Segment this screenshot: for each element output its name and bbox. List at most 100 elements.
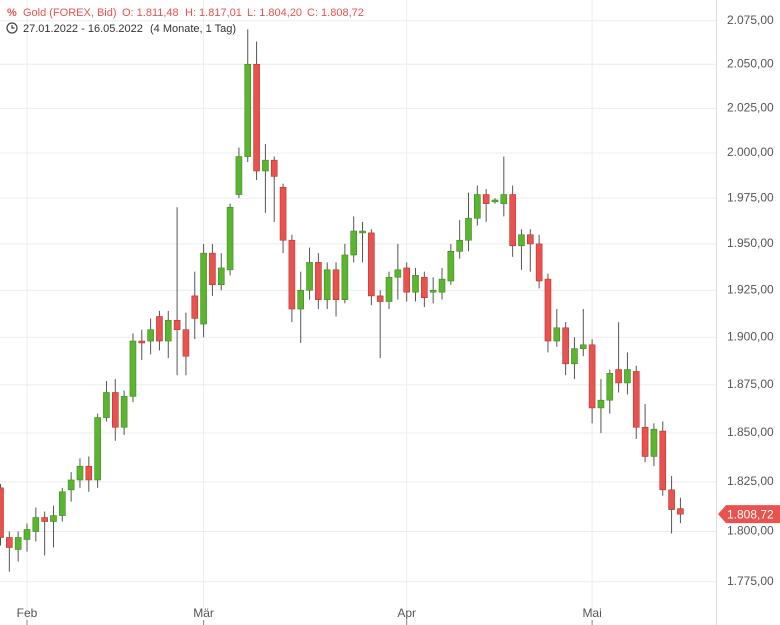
last-price-label: 1.808,72 [727, 507, 774, 521]
candle-body [553, 327, 561, 342]
candle-body [182, 329, 190, 357]
candle-body [41, 517, 48, 522]
y-tick-label: 1.900,00 [727, 329, 774, 343]
candle-body [677, 508, 684, 515]
clock-icon [6, 22, 18, 34]
x-tick-label: Mai [582, 606, 601, 620]
candle-body [526, 234, 534, 245]
candle-body [156, 316, 163, 342]
candle-body [668, 489, 675, 510]
y-tick-label: 1.850,00 [727, 425, 774, 439]
candle-body [624, 369, 631, 384]
candle-body [164, 319, 172, 342]
candle-body [76, 465, 84, 481]
candle-body [588, 344, 596, 409]
candle-body [288, 239, 296, 310]
candle-body [191, 295, 199, 319]
candle-body [482, 194, 490, 204]
clock-hands [11, 25, 15, 29]
grid [0, 0, 716, 625]
x-tick-label: Apr [397, 606, 416, 620]
candle-body [129, 340, 137, 397]
x-tick-label: Mär [193, 606, 214, 620]
candle-body [270, 159, 278, 177]
header: % Gold (FOREX, Bid) O: 1.811,48 H: 1.817… [6, 7, 364, 35]
candle-body [315, 262, 322, 300]
high-value: H: 1.817,01 [185, 7, 242, 19]
candle-body [32, 517, 40, 532]
y-tick-label: 1.975,00 [727, 190, 774, 204]
candle-body [253, 63, 260, 172]
candle-body [323, 269, 331, 300]
period: (4 Monate, 1 Tag) [150, 23, 236, 35]
y-tick-label: 1.825,00 [727, 474, 774, 488]
candle-body [111, 392, 119, 428]
y-tick-label: 2.025,00 [727, 101, 774, 115]
candle-body [0, 487, 4, 538]
y-tick-label: 2.000,00 [727, 145, 774, 159]
candle-body [103, 392, 110, 418]
candle-body [262, 159, 269, 172]
candle-body [297, 289, 305, 310]
candle-body [606, 373, 614, 401]
candles [0, 29, 684, 572]
candle-body [394, 269, 402, 278]
candle-body [659, 430, 667, 491]
candle-body [615, 369, 622, 384]
low-value: L: 1.804,20 [247, 7, 302, 19]
candle-body [385, 276, 393, 302]
candle-body [85, 465, 93, 481]
candle-body [217, 267, 225, 285]
candle-body [67, 479, 75, 491]
candle-body [59, 491, 66, 516]
candle-body [429, 289, 437, 293]
candle-body [244, 63, 252, 157]
candle-body [332, 269, 340, 300]
candle-body [14, 537, 22, 550]
candle-body [94, 417, 101, 481]
candle-body [579, 344, 587, 349]
open-value: O: 1.811,48 [122, 7, 179, 19]
chart-icon: % [7, 7, 17, 19]
close-value: C: 1.808,72 [307, 7, 364, 19]
candle-body [376, 295, 384, 302]
candle-body [209, 252, 216, 285]
axes: 2.075,00 2.050,00 2.025,00 2.000,00 1.975,00… [17, 0, 780, 625]
candle-body [632, 371, 640, 428]
chart-title: Gold (FOREX, Bid) [23, 7, 117, 19]
candle-body [368, 232, 375, 297]
candle-body [438, 278, 446, 293]
candle-body [359, 230, 366, 234]
candle-body [235, 156, 243, 195]
candle-body [509, 194, 516, 247]
candle-body [465, 217, 472, 241]
candle-body [562, 327, 569, 365]
candle-body [341, 254, 349, 300]
candle-body [474, 194, 481, 219]
candle-body [403, 267, 410, 293]
candle-body [544, 278, 552, 342]
candle-body [421, 276, 428, 299]
candle-body [306, 262, 313, 291]
date-range: 27.01.2022 - 16.05.2022 [23, 23, 143, 35]
candle-body [535, 243, 543, 282]
candle-body [226, 206, 234, 271]
candle-body [518, 234, 525, 247]
candle-body [6, 537, 13, 548]
y-tick-label: 1.800,00 [727, 524, 774, 538]
candle-body [641, 426, 649, 457]
candle-body [597, 399, 605, 409]
y-tick-label: 1.875,00 [727, 377, 774, 391]
candle-body [23, 529, 31, 540]
candle-body [350, 230, 358, 256]
candle-body [491, 199, 499, 203]
y-tick-label: 1.950,00 [727, 236, 774, 250]
candle-body [50, 515, 57, 522]
candle-body [200, 252, 207, 325]
candle-body [173, 319, 181, 330]
candle-body [138, 340, 146, 344]
y-tick-label: 1.925,00 [727, 282, 774, 296]
candle-body [650, 428, 658, 457]
